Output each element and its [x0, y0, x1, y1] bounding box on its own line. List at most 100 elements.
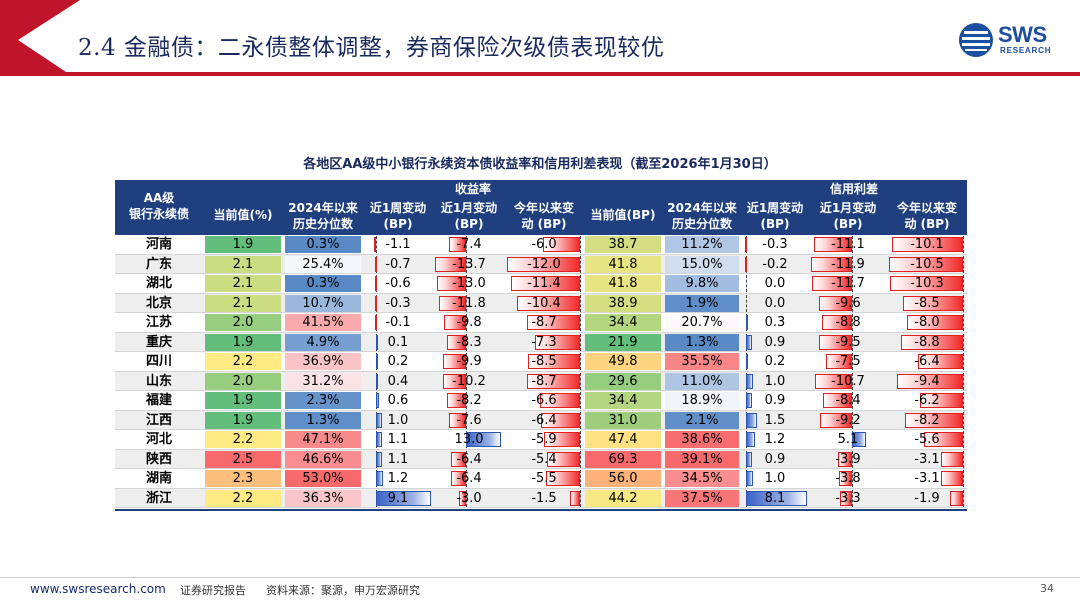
col-ytd-header: 今年以来变 动 (BP)	[505, 200, 583, 232]
yield-current-cell: 1.9	[205, 392, 281, 409]
col-s1w-label-1: 近1周变动	[746, 201, 804, 215]
yield-ytd-change-value: -1.5	[531, 490, 557, 506]
yield-ytd-change-axis	[579, 275, 581, 292]
spread-1m-change-value: -9.2	[835, 412, 861, 428]
yield-1m-change-bar	[451, 451, 466, 467]
col-s1w-label-2: (BP)	[760, 217, 790, 231]
spread-1m-change-value: -8.8	[835, 315, 861, 330]
yield-1m-change-value: -7.6	[456, 412, 482, 428]
yield-current-cell: 1.9	[205, 236, 281, 253]
spread-ytd-change-bar	[918, 354, 964, 369]
yield-1w-change-value: -1.1	[385, 237, 411, 252]
table-row: 山东 2.0 31.2% 29.6 11.0% 0.4 -10.2 -8.7 1.0 -10.7 -…	[115, 371, 967, 391]
yield-percentile-cell: 47.1%	[285, 431, 361, 448]
yield-ytd-change-axis	[579, 431, 581, 448]
yield-ytd-change-bar	[540, 412, 580, 428]
yield-1m-change-bar	[439, 295, 466, 311]
spread-1m-change-value: -11.7	[831, 276, 865, 291]
spread-1w-change-bar	[745, 373, 754, 389]
spread-ytd-change-bar	[891, 237, 964, 252]
spread-current-cell: 44.2	[585, 489, 661, 507]
spread-1m-change-bar	[822, 393, 852, 408]
spread-ytd-change-axis	[963, 450, 965, 468]
yield-1m-change-axis	[465, 294, 467, 312]
spread-1m-change-value: 5.1	[837, 432, 859, 447]
yield-1w-change-bar	[375, 412, 382, 428]
yield-1w-change-bar	[375, 315, 378, 330]
col-region-label-2: 银行永续债	[128, 207, 189, 221]
col-s1m-label-1: 近1月变动	[819, 201, 877, 215]
region-name: 山东	[145, 373, 172, 389]
yield-1w-change-bar	[375, 471, 383, 486]
data-table: AA级 银行永续债 当前值(%) 2024年以来 历史分位数 收益率 近1周变动…	[115, 180, 967, 508]
spread-ytd-change-axis	[963, 255, 965, 273]
sws-logo-icon	[959, 23, 993, 57]
yield-current-cell: 1.9	[205, 411, 281, 429]
spread-1m-change-bar	[826, 354, 852, 369]
spread-1w-change-bar	[745, 315, 748, 330]
col-pctile2-label-2: 历史分位数	[671, 217, 732, 231]
spread-current-cell: 34.4	[585, 314, 661, 331]
spread-current-cell: 41.8	[585, 255, 661, 273]
yield-ytd-change-bar	[526, 373, 580, 389]
spread-1w-change-value: 0.9	[764, 393, 786, 408]
yield-1m-change-value: -9.8	[456, 315, 482, 330]
yield-ytd-change-value: -12.0	[527, 256, 561, 272]
spread-1m-change-bar	[838, 451, 852, 467]
spread-ytd-change-bar	[903, 295, 964, 311]
yield-1w-change-bar	[375, 432, 383, 447]
yield-ytd-change-axis	[579, 314, 581, 331]
region-name: 江苏	[145, 315, 172, 330]
yield-1w-change-bar	[374, 256, 377, 272]
spread-1m-change-axis	[851, 314, 853, 331]
yield-1m-change-axis	[465, 353, 467, 370]
yield-ytd-change-bar	[510, 276, 580, 291]
spread-1w-change-bar	[745, 256, 748, 272]
spread-1w-change-axis	[745, 294, 747, 312]
table-row: 湖南 2.3 53.0% 56.0 34.5% 1.2 -6.4 -5.5 1.0 -3.8 -3.…	[115, 469, 967, 489]
yield-percentile-cell: 36.3%	[285, 489, 361, 507]
spread-1m-change-bar	[820, 412, 852, 428]
header-banner	[0, 0, 1080, 76]
spread-ytd-change-bar	[919, 393, 964, 408]
col-current-pct-header: 当前值(%)	[213, 208, 273, 222]
yield-1w-change-value: -0.6	[385, 276, 411, 291]
yield-current-cell: 1.9	[205, 333, 281, 351]
table-row: 重庆 1.9 4.9% 21.9 1.3% 0.1 -8.3 -7.3 0.9 -9.5 -8.8	[115, 332, 967, 352]
region-name: 重庆	[145, 334, 172, 350]
yield-1w-change-value: 1.2	[387, 471, 409, 486]
spread-1w-change-bar	[745, 334, 753, 350]
spread-percentile-cell: 20.7%	[665, 314, 739, 331]
spread-current-cell: 41.8	[585, 275, 661, 292]
spread-1m-change-value: -11.1	[831, 237, 865, 252]
spread-ytd-change-axis	[963, 411, 965, 429]
yield-1m-change-axis	[465, 489, 467, 507]
spread-percentile-cell: 2.1%	[665, 411, 739, 429]
spread-ytd-change-bar	[901, 334, 964, 350]
spread-ytd-change-axis	[963, 489, 965, 507]
table-row: 河北 2.2 47.1% 47.4 38.6% 1.1 13.0 -5.9 1.2 5.1 -5.6	[115, 430, 967, 450]
spread-ytd-change-bar	[941, 471, 964, 486]
spread-1m-change-axis	[851, 392, 853, 409]
col-s1m-header: 近1月变动 (BP)	[809, 200, 887, 232]
yield-1w-change-bar	[374, 237, 377, 252]
region-name: 湖北	[145, 276, 172, 291]
spread-1m-change-value: -10.7	[831, 373, 865, 389]
spread-1w-change-value: 0.0	[764, 276, 786, 291]
group-spread-header: 信用利差	[829, 182, 878, 196]
region-name: 湖南	[145, 471, 172, 486]
spread-1m-change-bar	[815, 373, 852, 389]
yield-ytd-change-value: -8.5	[531, 354, 557, 369]
footer-url[interactable]: www.swsresearch.com	[30, 582, 166, 596]
yield-percentile-cell: 41.5%	[285, 314, 361, 331]
footer-divider	[0, 577, 1080, 578]
yield-1m-change-axis	[465, 314, 467, 331]
yield-1w-change-bar	[375, 334, 378, 350]
yield-ytd-change-axis	[579, 450, 581, 468]
spread-1w-change-axis	[745, 275, 747, 292]
spread-1m-change-axis	[851, 489, 853, 507]
spread-percentile-cell: 15.0%	[665, 255, 739, 273]
yield-ytd-change-axis	[579, 392, 581, 409]
spread-1w-change-value: 0.3	[764, 315, 786, 330]
yield-1m-change-value: -9.9	[456, 354, 482, 369]
